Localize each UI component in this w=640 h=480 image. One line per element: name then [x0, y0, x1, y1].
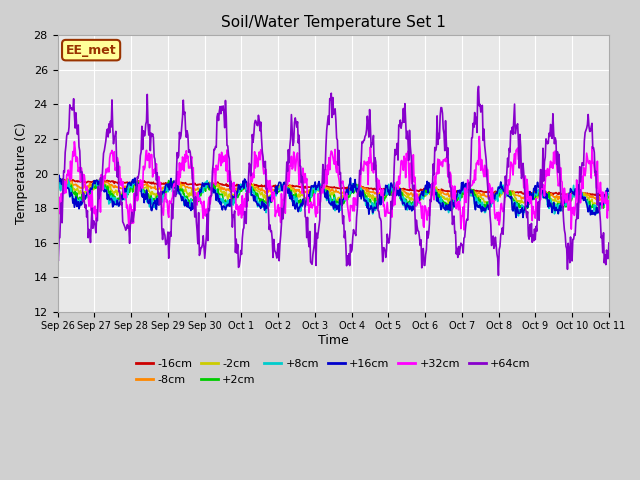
-2cm	[605, 193, 612, 199]
+16cm	[121, 186, 129, 192]
+2cm	[605, 194, 612, 200]
-8cm	[63, 180, 71, 186]
+8cm	[63, 184, 71, 190]
Legend: -16cm, -8cm, -2cm, +2cm, +8cm, +16cm, +32cm, +64cm: -16cm, -8cm, -2cm, +2cm, +8cm, +16cm, +3…	[131, 355, 535, 389]
X-axis label: Time: Time	[318, 334, 349, 347]
Line: -16cm: -16cm	[58, 179, 609, 196]
+2cm	[177, 186, 185, 192]
-2cm	[63, 176, 71, 181]
+16cm	[519, 215, 527, 220]
+2cm	[206, 182, 214, 188]
+64cm	[495, 273, 502, 278]
+2cm	[98, 177, 106, 182]
-8cm	[177, 183, 185, 189]
+16cm	[206, 185, 214, 191]
Line: +32cm: +32cm	[58, 136, 609, 230]
+64cm	[605, 240, 612, 246]
-2cm	[121, 190, 129, 195]
+16cm	[417, 192, 425, 197]
+64cm	[417, 242, 424, 248]
-8cm	[65, 178, 72, 184]
+8cm	[417, 195, 425, 201]
+32cm	[400, 153, 408, 159]
+2cm	[417, 192, 425, 197]
+32cm	[476, 133, 483, 139]
-16cm	[596, 193, 604, 199]
+8cm	[65, 176, 73, 182]
Line: -2cm: -2cm	[58, 179, 609, 206]
+64cm	[63, 130, 71, 135]
-8cm	[605, 192, 612, 198]
+64cm	[205, 208, 213, 214]
-8cm	[121, 183, 129, 189]
-16cm	[401, 186, 409, 192]
+16cm	[605, 189, 612, 194]
-2cm	[417, 197, 425, 203]
+64cm	[400, 120, 408, 125]
+2cm	[592, 208, 600, 214]
-8cm	[401, 189, 409, 195]
+16cm	[54, 182, 61, 188]
-16cm	[605, 192, 612, 198]
Line: -8cm: -8cm	[58, 181, 609, 201]
-16cm	[58, 176, 66, 182]
+2cm	[63, 182, 71, 188]
-16cm	[177, 180, 185, 186]
Line: +16cm: +16cm	[58, 175, 609, 217]
Line: +64cm: +64cm	[58, 86, 609, 276]
+8cm	[206, 184, 214, 190]
+32cm	[120, 195, 128, 201]
+16cm	[177, 194, 185, 200]
Y-axis label: Temperature (C): Temperature (C)	[15, 122, 28, 225]
-8cm	[417, 192, 425, 198]
-16cm	[121, 180, 129, 186]
-16cm	[417, 187, 425, 192]
-2cm	[401, 192, 409, 198]
-2cm	[177, 182, 185, 188]
+8cm	[121, 197, 129, 203]
+32cm	[417, 199, 424, 205]
+8cm	[605, 192, 612, 198]
-16cm	[65, 178, 72, 184]
-2cm	[595, 204, 603, 209]
+8cm	[401, 199, 409, 205]
+8cm	[515, 213, 522, 219]
+2cm	[54, 186, 61, 192]
-16cm	[206, 181, 214, 187]
+32cm	[205, 194, 213, 200]
+64cm	[120, 223, 128, 228]
+16cm	[401, 202, 409, 208]
+32cm	[177, 175, 184, 180]
Line: +2cm: +2cm	[58, 180, 609, 211]
Line: +8cm: +8cm	[58, 179, 609, 216]
-2cm	[65, 180, 72, 185]
+32cm	[63, 172, 71, 178]
+2cm	[401, 197, 409, 203]
Title: Soil/Water Temperature Set 1: Soil/Water Temperature Set 1	[221, 15, 445, 30]
-2cm	[54, 181, 61, 187]
Text: EE_met: EE_met	[66, 44, 116, 57]
-16cm	[54, 177, 61, 183]
+8cm	[177, 192, 185, 197]
+32cm	[605, 207, 612, 213]
+64cm	[475, 84, 483, 89]
+8cm	[54, 188, 61, 194]
+32cm	[460, 227, 468, 233]
-8cm	[54, 180, 61, 186]
+2cm	[121, 193, 129, 199]
+16cm	[65, 185, 72, 191]
-8cm	[206, 182, 214, 188]
-8cm	[595, 198, 602, 204]
-2cm	[206, 184, 214, 190]
+32cm	[54, 205, 61, 211]
+64cm	[54, 241, 61, 247]
+64cm	[177, 136, 184, 142]
+16cm	[55, 172, 63, 178]
